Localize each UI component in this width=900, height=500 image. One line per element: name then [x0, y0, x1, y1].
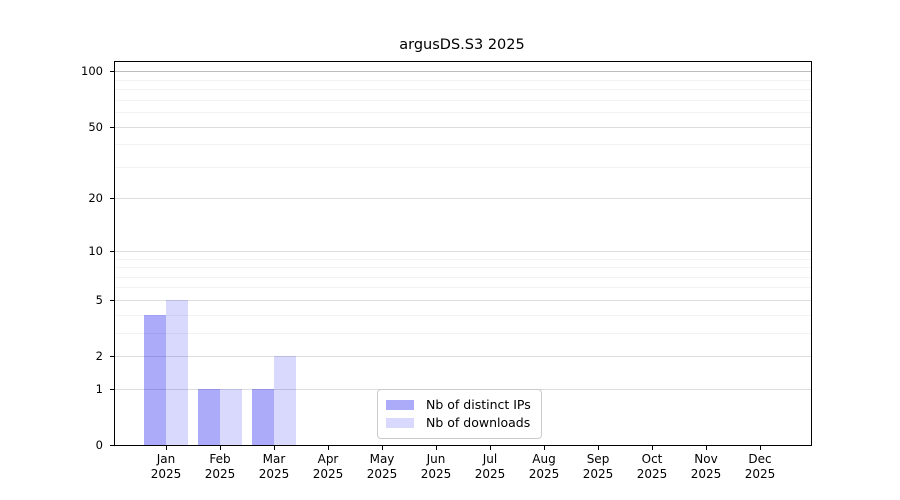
gridline-major — [115, 250, 811, 252]
gridline-minor — [115, 258, 811, 260]
gridline-minor — [115, 79, 811, 81]
legend-item-distinct-ips: Nb of distinct IPs — [386, 396, 531, 414]
gridline-major — [115, 356, 811, 357]
x-tick-mark — [436, 446, 437, 450]
x-tick-label: Jul 2025 — [474, 452, 506, 481]
y-tick-mark — [110, 388, 114, 390]
x-tick-mark — [382, 446, 383, 450]
x-tick-label: May 2025 — [366, 452, 398, 481]
y-tick-label: 1 — [95, 381, 103, 396]
x-tick-label: Dec 2025 — [744, 452, 776, 481]
y-tick-mark — [110, 299, 114, 301]
y-tick-label: 5 — [95, 292, 103, 307]
gridline-minor — [115, 267, 811, 268]
y-tick-label: 20 — [88, 191, 103, 206]
y-tick-label: 100 — [81, 64, 103, 79]
x-tick-label: Jan 2025 — [150, 452, 182, 481]
x-tick-mark — [760, 446, 761, 450]
y-tick-label: 2 — [95, 349, 103, 363]
gridline-minor — [115, 276, 811, 278]
legend-swatch-distinct-ips — [386, 400, 414, 410]
x-tick-mark — [328, 446, 329, 450]
gridline-major — [115, 299, 811, 301]
gridline-minor — [115, 314, 811, 316]
x-tick-mark — [706, 446, 707, 450]
gridline-major — [115, 126, 811, 128]
y-tick-mark — [110, 198, 114, 200]
gridline-minor — [115, 89, 811, 90]
bar-distinct-ips — [252, 388, 274, 445]
bar-downloads — [274, 356, 296, 445]
legend: Nb of distinct IPs Nb of downloads — [377, 389, 542, 439]
gridline-minor — [115, 144, 811, 146]
y-tick-mark — [110, 356, 114, 357]
x-tick-mark — [220, 446, 221, 450]
x-tick-label: Jun 2025 — [420, 452, 452, 481]
x-tick-label: Sep 2025 — [582, 452, 614, 481]
bar-downloads — [166, 299, 188, 445]
x-tick-mark — [598, 446, 599, 450]
y-tick-mark — [110, 445, 114, 446]
legend-label-downloads: Nb of downloads — [426, 415, 531, 430]
x-tick-label: Apr 2025 — [312, 452, 344, 481]
x-tick-label: Aug 2025 — [528, 452, 560, 481]
x-tick-label: Mar 2025 — [258, 452, 290, 481]
bar-downloads — [220, 388, 242, 445]
y-tick-mark — [110, 250, 114, 252]
gridline-major — [115, 71, 811, 73]
gridline-minor — [115, 332, 811, 334]
gridline-minor — [115, 166, 811, 168]
gridline-minor — [115, 287, 811, 289]
y-tick-mark — [110, 126, 114, 128]
bar-distinct-ips — [198, 388, 220, 445]
bar-distinct-ips — [144, 314, 166, 445]
x-tick-mark — [652, 446, 653, 450]
x-tick-label: Nov 2025 — [690, 452, 722, 481]
x-tick-mark — [166, 446, 167, 450]
x-tick-mark — [490, 446, 491, 450]
legend-label-distinct-ips: Nb of distinct IPs — [426, 397, 531, 412]
x-tick-mark — [544, 446, 545, 450]
legend-swatch-downloads — [386, 418, 414, 428]
y-tick-mark — [110, 71, 114, 73]
gridline-major — [115, 198, 811, 200]
x-tick-label: Oct 2025 — [636, 452, 668, 481]
y-tick-label: 0 — [95, 438, 103, 452]
y-tick-label: 10 — [88, 243, 103, 258]
gridline-minor — [115, 99, 811, 101]
y-tick-label: 50 — [88, 119, 103, 134]
plot-area — [114, 61, 812, 446]
gridline-minor — [115, 111, 811, 113]
x-tick-label: Feb 2025 — [204, 452, 236, 481]
chart-title: argusDS.S3 2025 — [399, 37, 525, 53]
legend-item-downloads: Nb of downloads — [386, 414, 531, 432]
x-tick-mark — [274, 446, 275, 450]
